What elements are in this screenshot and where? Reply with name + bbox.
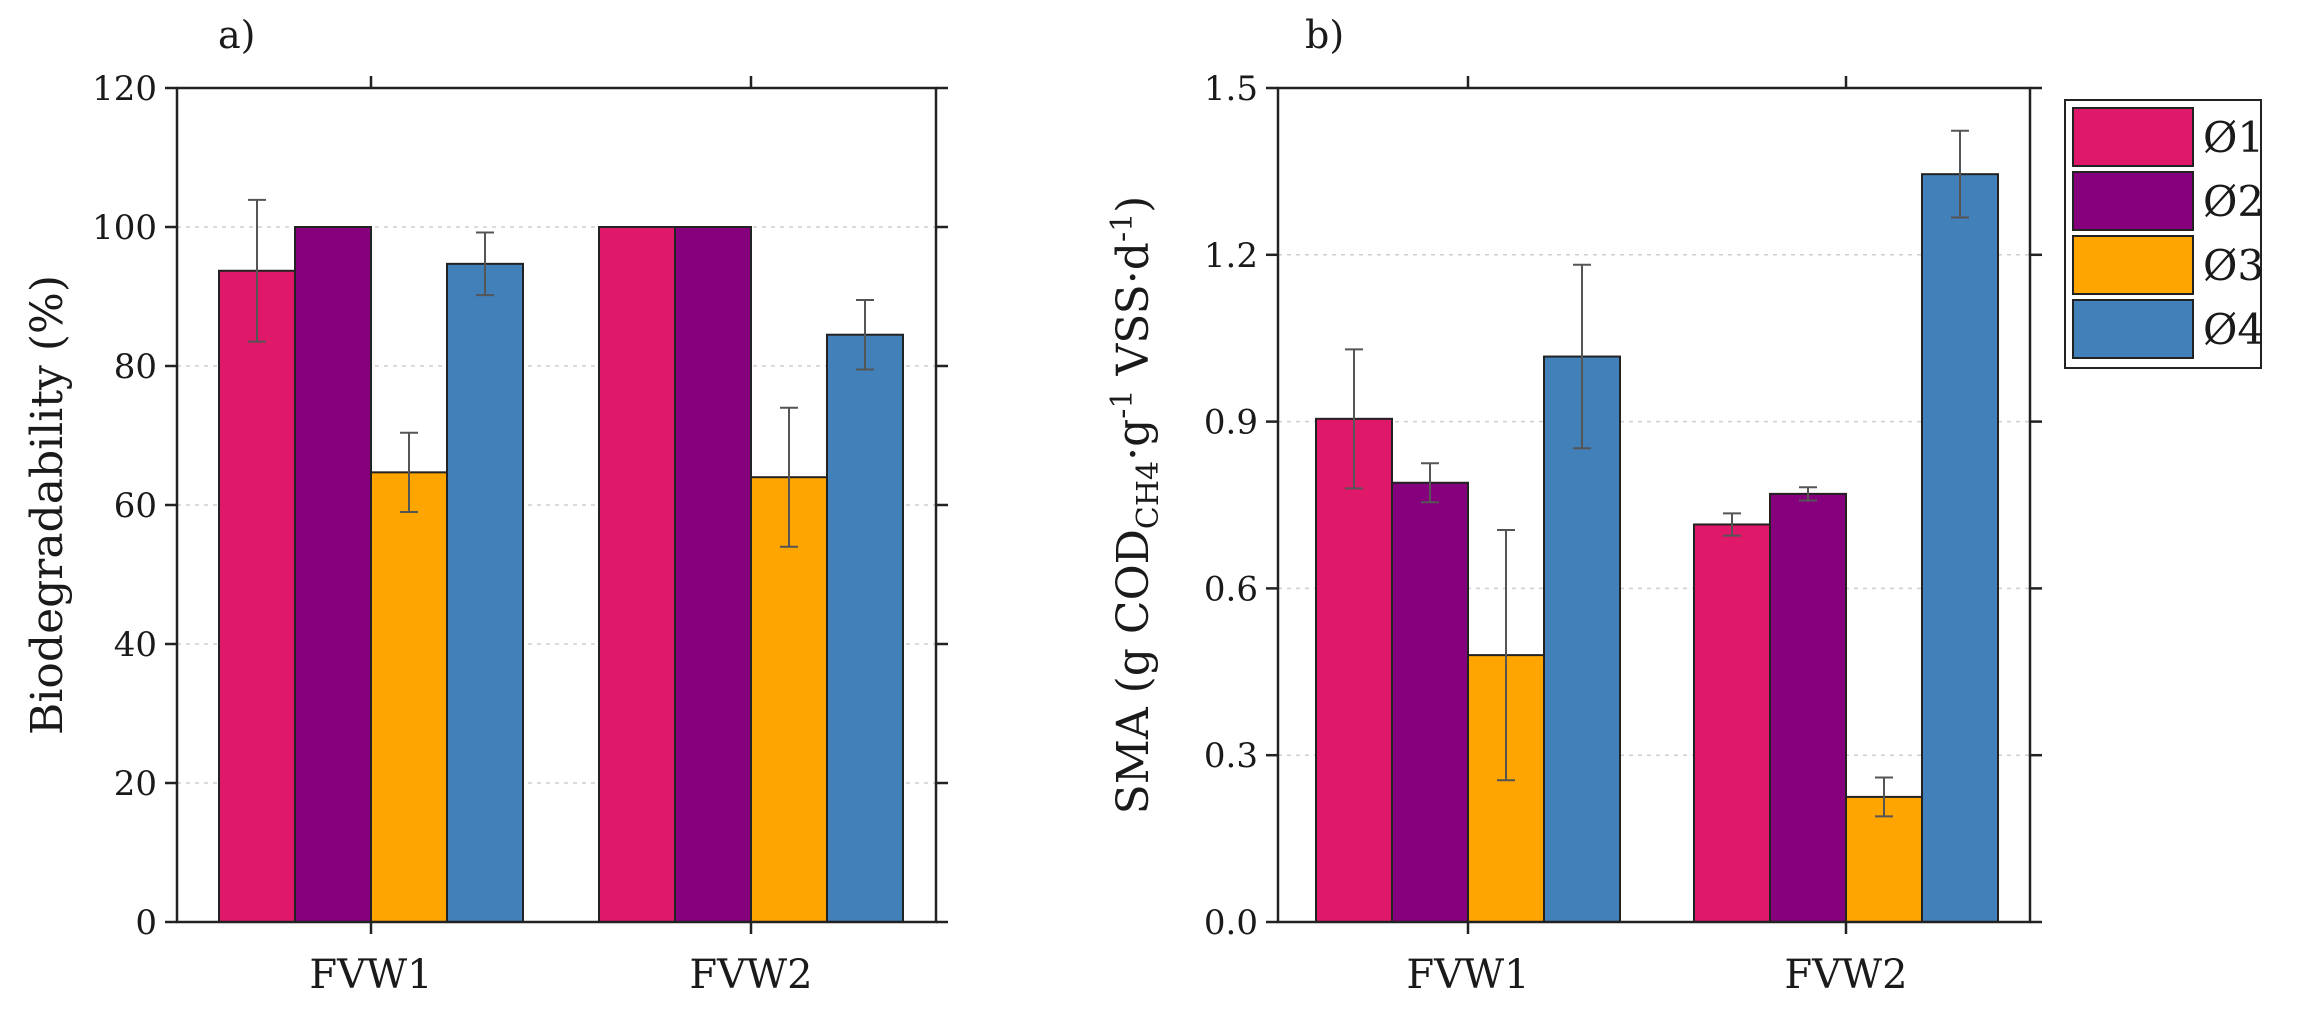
legend-label-1: Ø1 bbox=[2203, 113, 2264, 162]
bar-fvw1-series-1 bbox=[218, 269, 296, 924]
panel-b-y-ticks: 0.0 0.3 0.6 0.9 1.2 1.5 bbox=[1204, 69, 2042, 943]
bar-fvw1-series-2 bbox=[1391, 481, 1469, 923]
y-tick-label: 0.0 bbox=[1204, 903, 1258, 943]
panel-a-bars bbox=[218, 226, 904, 924]
bar-fvw2-series-3 bbox=[750, 476, 828, 923]
legend-label-4: Ø4 bbox=[2203, 305, 2264, 354]
bar-fvw2-series-2 bbox=[1769, 492, 1847, 923]
panel-b-label: b) bbox=[1305, 13, 1344, 57]
panel-b-error-bars bbox=[1345, 129, 1969, 818]
error-bar bbox=[1875, 776, 1893, 818]
error-bar bbox=[400, 431, 418, 513]
error-bar bbox=[1573, 263, 1591, 450]
x-category-label: FVW1 bbox=[309, 952, 432, 998]
x-category-label: FVW1 bbox=[1406, 952, 1529, 998]
error-bar bbox=[856, 298, 874, 371]
bar-fvw2-series-4 bbox=[1921, 173, 1999, 923]
panel-b-sma: b) 0.0 0.3 0.6 0.9 1.2 1.5 FVW1 FVW2 SMA (g CO… bbox=[1105, 13, 2042, 998]
error-bar bbox=[1421, 462, 1439, 504]
bar-fvw1-series-4 bbox=[1543, 355, 1621, 924]
y-tick-label: 20 bbox=[114, 764, 157, 804]
x-category-label: FVW2 bbox=[1784, 952, 1907, 998]
error-bar bbox=[1951, 129, 1969, 219]
legend-items: Ø1 Ø2 Ø3 Ø4 bbox=[2072, 107, 2264, 359]
y-title-sup-2: -1 bbox=[1105, 213, 1140, 242]
y-tick-label: 1.5 bbox=[1204, 69, 1258, 109]
error-bar bbox=[1723, 512, 1741, 537]
bar-fvw2-series-3 bbox=[1845, 795, 1923, 924]
legend-label-2: Ø2 bbox=[2203, 177, 2264, 226]
x-category-label: FVW2 bbox=[689, 952, 812, 998]
panel-a-label: a) bbox=[218, 13, 255, 57]
bar-fvw1-series-2 bbox=[294, 226, 372, 923]
legend-swatch-4 bbox=[2072, 299, 2194, 359]
y-tick-label: 0.9 bbox=[1204, 403, 1258, 443]
error-bar bbox=[780, 406, 798, 548]
bar-fvw2-series-4 bbox=[826, 333, 904, 924]
panel-a-y-ticks: 0 20 40 60 80 100 120 bbox=[92, 69, 948, 943]
y-tick-label: 0 bbox=[135, 903, 157, 943]
bar-fvw2-series-2 bbox=[674, 226, 752, 923]
panel-a-x-categories: FVW1 FVW2 bbox=[309, 952, 812, 998]
y-tick-label: 120 bbox=[92, 69, 157, 109]
panel-b-y-axis-title: SMA (g CODCH4·g-1 VSS·d-1) bbox=[1105, 196, 1166, 815]
y-title-part-7: ) bbox=[1108, 196, 1159, 213]
bar-fvw2-series-1 bbox=[598, 226, 676, 923]
y-title-part-1: SMA (g COD bbox=[1108, 529, 1159, 814]
legend-label-3: Ø3 bbox=[2203, 241, 2264, 290]
error-bar bbox=[248, 198, 266, 343]
y-tick-label: 100 bbox=[92, 208, 157, 248]
bar-fvw1-series-3 bbox=[370, 471, 448, 923]
legend-swatch-3 bbox=[2072, 235, 2194, 295]
legend-swatch-1 bbox=[2072, 107, 2194, 167]
y-title-sup-1: -1 bbox=[1105, 389, 1140, 418]
panel-b-x-categories: FVW1 FVW2 bbox=[1406, 952, 1907, 998]
error-bar bbox=[476, 231, 494, 297]
panel-a-error-bars bbox=[248, 198, 874, 548]
y-tick-label: 1.2 bbox=[1204, 236, 1258, 276]
y-tick-label: 80 bbox=[114, 347, 157, 387]
y-tick-label: 40 bbox=[114, 625, 157, 665]
panel-b-bars bbox=[1315, 173, 1999, 924]
bar-fvw1-series-1 bbox=[1315, 417, 1393, 923]
y-title-part-5: VSS·d bbox=[1108, 242, 1159, 389]
error-bar bbox=[1799, 486, 1817, 502]
panel-a-y-axis-title: Biodegradability (%) bbox=[22, 275, 73, 735]
bar-fvw2-series-1 bbox=[1693, 523, 1771, 924]
legend: Ø1 Ø2 Ø3 Ø4 bbox=[2064, 99, 2264, 369]
y-tick-label: 0.3 bbox=[1204, 736, 1258, 776]
legend-swatch-2 bbox=[2072, 171, 2194, 231]
panel-b-frame bbox=[1276, 86, 2032, 924]
y-tick-label: 60 bbox=[114, 486, 157, 526]
y-title-part-3: ·g bbox=[1108, 419, 1159, 461]
error-bar bbox=[1497, 529, 1515, 782]
panel-a-biodegradability: a) 0 20 40 60 80 100 120 FVW1 FVW2 Biodegradabi… bbox=[22, 13, 948, 998]
y-title-sub-ch4: CH4 bbox=[1131, 461, 1166, 529]
y-tick-label: 0.6 bbox=[1204, 569, 1258, 609]
bar-fvw1-series-4 bbox=[446, 262, 524, 923]
error-bar bbox=[1345, 348, 1363, 490]
